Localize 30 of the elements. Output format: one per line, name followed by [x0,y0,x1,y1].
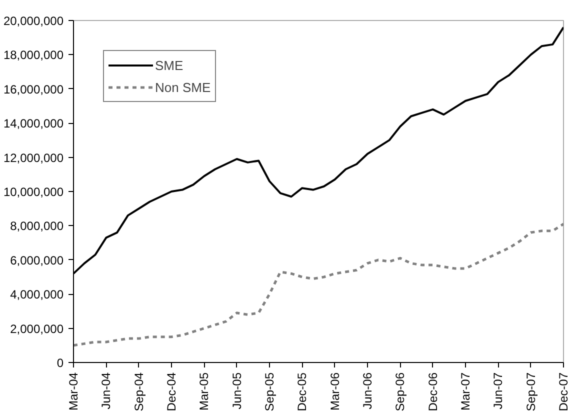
x-tick-label: Jun-05 [230,372,244,410]
x-tick-label: Jun-06 [360,372,374,410]
x-tick-label: Mar-06 [328,372,342,411]
legend-label: SME [155,58,184,72]
x-tick-label: Dec-06 [426,372,440,412]
x-tick-label: Jun-07 [491,372,506,410]
y-tick-label: 10,000,000 [3,185,64,199]
x-tick-label: Jun-04 [99,372,114,410]
y-tick-label: 12,000,000 [3,150,64,165]
y-tick-label: 2,000,000 [10,322,64,336]
y-tick-label: 14,000,000 [3,116,64,131]
x-tick-label: Sep-05 [262,372,276,412]
y-tick-label: 16,000,000 [3,82,64,96]
x-tick-label: Mar-05 [197,372,212,411]
line-series [74,222,564,347]
x-tick-label: Sep-04 [132,372,146,412]
y-tick-label: 0 [56,356,64,370]
y-tick-label: 8,000,000 [10,219,64,234]
legend-label: Non SME [155,80,211,94]
x-tick-label: Dec-07 [556,372,570,412]
y-tick-label: 4,000,000 [10,288,64,302]
x-tick-label: Mar-07 [458,372,472,411]
x-tick-label: Dec-04 [164,372,178,412]
y-tick-label: 6,000,000 [10,253,64,268]
x-tick-label: Dec-05 [295,372,310,412]
x-tick-label: Mar-04 [66,372,80,411]
x-tick-label: Sep-06 [393,372,408,412]
x-tick-label: Sep-07 [524,372,538,412]
y-tick-label: 20,000,000 [3,14,64,28]
y-tick-label: 18,000,000 [3,48,64,62]
